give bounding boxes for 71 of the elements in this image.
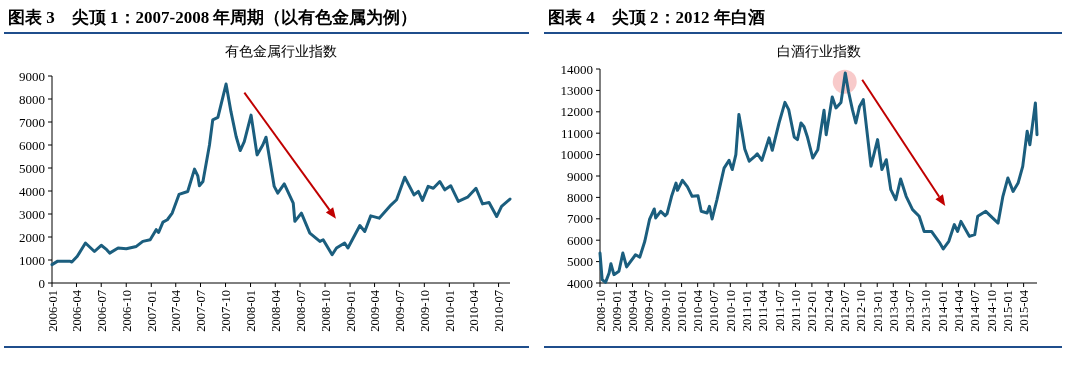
x-tick-label: 2015-01 [1001, 290, 1016, 332]
y-tick-label: 6000 [567, 232, 593, 248]
x-tick-label: 2012-01 [805, 290, 820, 332]
x-tick-label: 2007-01 [144, 290, 159, 332]
x-tick-label: 2013-07 [903, 290, 918, 332]
chart-subtitle: 有色金属行业指数 [225, 44, 337, 59]
x-tick-label: 2011-04 [756, 289, 771, 332]
x-tick-label: 2010-10 [723, 290, 738, 332]
chart-title: 图表 4 尖顶 2：2012 年白酒 [548, 8, 765, 27]
x-tick-label: 2009-07 [392, 290, 407, 332]
x-tick-label: 2011-10 [788, 290, 803, 332]
y-tick-label: 4000 [567, 275, 593, 291]
x-tick-label: 2013-01 [870, 290, 885, 332]
y-tick-label: 8000 [19, 91, 45, 107]
x-tick-label: 2014-01 [935, 290, 950, 332]
x-tick-label: 2015-04 [1017, 289, 1032, 332]
y-tick-label: 4000 [19, 183, 45, 199]
y-tick-label: 3000 [19, 206, 45, 222]
x-tick-label: 2007-07 [194, 290, 208, 332]
y-tick-label: 10000 [560, 147, 593, 163]
x-tick-label: 2011-07 [772, 290, 787, 332]
x-tick-label: 2010-04 [691, 289, 706, 332]
x-tick-label: 2008-10 [318, 290, 333, 332]
x-tick-label: 2014-07 [968, 290, 983, 332]
x-tick-label: 2007-04 [169, 289, 184, 332]
x-tick-label: 2009-04 [368, 289, 383, 332]
chart-subtitle: 白酒行业指数 [776, 44, 861, 59]
y-tick-label: 9000 [567, 168, 593, 184]
x-tick-label: 2010-01 [675, 290, 690, 332]
y-tick-label: 13000 [560, 82, 593, 98]
y-tick-label: 6000 [19, 137, 45, 153]
x-tick-label: 2013-10 [919, 290, 934, 332]
y-tick-label: 5000 [567, 254, 593, 270]
x-tick-label: 2009-10 [658, 290, 673, 332]
y-tick-label: 9000 [19, 68, 45, 84]
x-tick-label: 2014-10 [984, 290, 999, 332]
x-tick-label: 2009-04 [625, 289, 640, 332]
x-tick-label: 2009-10 [417, 290, 432, 332]
x-tick-label: 2010-07 [492, 290, 507, 332]
x-tick-label: 2010-07 [707, 290, 722, 332]
x-tick-label: 2010-04 [467, 289, 482, 332]
x-tick-label: 2008-04 [268, 289, 283, 332]
y-tick-label: 7000 [567, 211, 593, 227]
x-tick-label: 2006-04 [69, 289, 84, 332]
y-tick-label: 5000 [19, 160, 45, 176]
x-tick-label: 2008-07 [293, 290, 308, 332]
y-tick-label: 7000 [19, 114, 45, 130]
y-tick-label: 12000 [560, 104, 593, 120]
x-tick-label: 2006-01 [45, 290, 60, 332]
x-tick-label: 2012-07 [837, 290, 852, 332]
y-tick-label: 0 [38, 275, 45, 291]
x-tick-label: 2008-01 [244, 290, 259, 332]
x-tick-label: 2007-10 [219, 290, 234, 332]
y-tick-label: 14000 [560, 61, 593, 77]
x-tick-label: 2010-01 [442, 290, 457, 332]
x-tick-label: 2009-01 [343, 290, 358, 332]
x-tick-label: 2013-04 [886, 289, 901, 332]
x-tick-label: 2012-10 [854, 290, 869, 332]
y-tick-label: 11000 [560, 125, 593, 141]
x-tick-label: 2009-07 [642, 290, 657, 332]
chart-title: 图表 3 尖顶 1：2007-2008 年周期（以有色金属为例） [8, 8, 418, 27]
y-tick-label: 8000 [567, 189, 593, 205]
x-tick-label: 2008-10 [593, 290, 608, 332]
y-tick-label: 2000 [19, 229, 45, 245]
y-tick-label: 1000 [19, 252, 45, 268]
x-tick-label: 2014-04 [951, 289, 966, 332]
x-tick-label: 2012-04 [821, 289, 836, 332]
x-tick-label: 2011-01 [740, 290, 755, 332]
x-tick-label: 2006-10 [119, 290, 134, 332]
x-tick-label: 2009-01 [609, 290, 624, 332]
x-tick-label: 2006-07 [94, 290, 109, 332]
